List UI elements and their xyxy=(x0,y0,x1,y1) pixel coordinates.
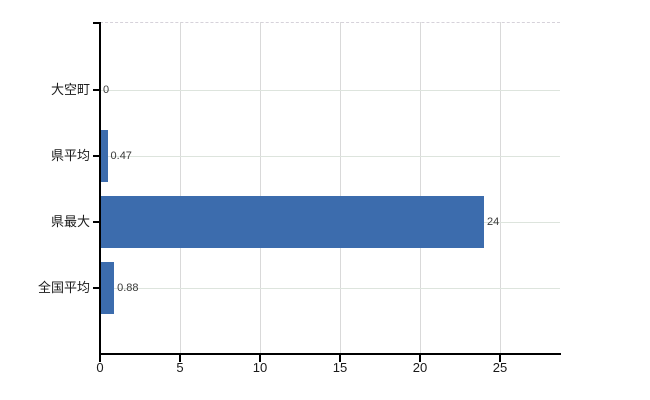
bar-value-label: 0.88 xyxy=(117,282,139,294)
bar xyxy=(100,130,108,182)
x-tick xyxy=(339,355,341,362)
y-axis-line xyxy=(99,22,101,355)
x-axis-line xyxy=(99,353,561,355)
plot-area: 0 0.47 24 0.88 xyxy=(100,22,560,354)
x-tick xyxy=(499,355,501,362)
bar xyxy=(100,262,115,314)
y-tick xyxy=(93,221,100,223)
x-tick-label: 5 xyxy=(176,360,184,375)
category-label: 県最大 xyxy=(50,214,90,229)
category-label: 県平均 xyxy=(50,148,90,163)
x-tick-label: 0 xyxy=(96,360,104,375)
x-tick-label: 20 xyxy=(412,360,428,375)
gridline-vertical xyxy=(500,22,501,353)
gridline-horizontal xyxy=(100,90,560,91)
gridline-horizontal xyxy=(100,288,560,289)
x-tick xyxy=(259,355,261,362)
x-tick-label: 15 xyxy=(332,360,348,375)
bar xyxy=(100,196,484,248)
plot-top-border xyxy=(100,22,560,23)
y-tick xyxy=(93,89,100,91)
bar-value-label: 24 xyxy=(487,216,500,228)
category-label: 全国平均 xyxy=(37,280,90,295)
y-axis-top-tick xyxy=(93,22,100,24)
x-tick xyxy=(419,355,421,362)
gridline-horizontal xyxy=(100,156,560,157)
x-tick-label: 10 xyxy=(252,360,268,375)
gridline-vertical xyxy=(340,22,341,353)
bar-value-label: 0 xyxy=(103,84,110,96)
gridline-vertical xyxy=(260,22,261,353)
category-label: 大空町 xyxy=(50,82,90,97)
x-tick xyxy=(179,355,181,362)
x-tick-label: 25 xyxy=(492,360,508,375)
bar-value-label: 0.47 xyxy=(110,150,132,162)
gridline-vertical xyxy=(180,22,181,353)
y-tick xyxy=(93,155,100,157)
x-tick xyxy=(99,355,101,362)
gridline-vertical xyxy=(420,22,421,353)
y-tick xyxy=(93,287,100,289)
